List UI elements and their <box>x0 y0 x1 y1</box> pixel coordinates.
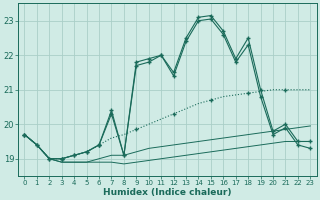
X-axis label: Humidex (Indice chaleur): Humidex (Indice chaleur) <box>103 188 232 197</box>
